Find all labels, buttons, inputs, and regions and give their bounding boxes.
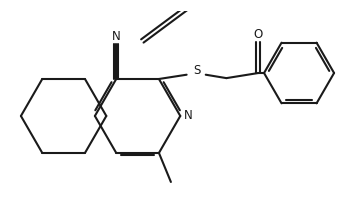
Text: N: N <box>112 30 121 43</box>
Text: N: N <box>184 109 192 122</box>
Text: S: S <box>193 64 201 77</box>
Text: O: O <box>254 28 263 41</box>
